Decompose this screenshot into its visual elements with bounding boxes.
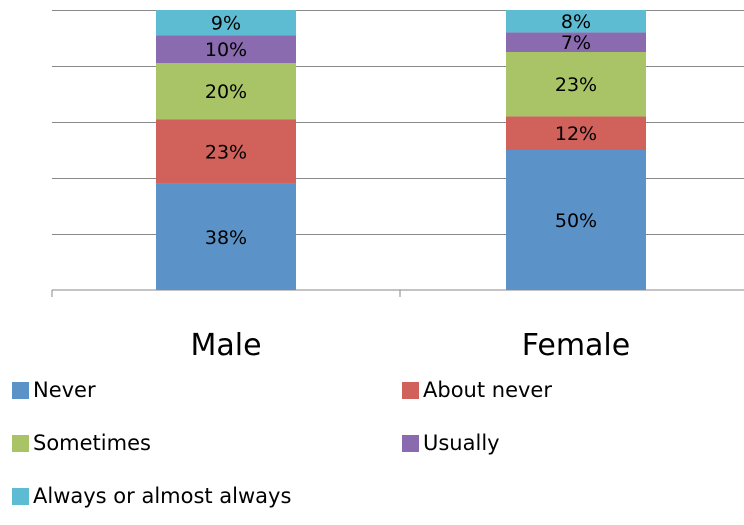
legend-label: Usually <box>423 431 500 455</box>
legend-label: Always or almost always <box>33 484 292 508</box>
legend-label: Never <box>33 378 96 402</box>
data-label: 23% <box>555 74 597 96</box>
legend-item: About never <box>402 378 552 402</box>
legend-swatch <box>402 381 419 399</box>
legend-swatch <box>12 487 29 505</box>
x-tick-label: Female <box>522 328 630 363</box>
bar-segment <box>156 10 296 36</box>
data-label: 10% <box>205 39 247 61</box>
bar-segment <box>156 63 296 120</box>
data-label: 23% <box>205 141 247 163</box>
bar-segment <box>156 35 296 64</box>
legend-item: Never <box>12 378 96 402</box>
legend-label: About never <box>423 378 552 402</box>
bar-segment <box>156 183 296 290</box>
x-axis <box>51 289 744 297</box>
data-label: 12% <box>555 123 597 145</box>
bar-segment <box>506 32 646 52</box>
bar-segment <box>156 119 296 184</box>
bars: 38% 23% 20% 10% 9% 50% 12% 23% 7%8% <box>156 10 646 290</box>
data-label: 9% <box>211 13 241 35</box>
data-label: 38% <box>205 227 247 249</box>
bar-segment <box>506 116 646 150</box>
legend-swatch <box>12 381 29 399</box>
data-label: 20% <box>205 81 247 103</box>
legend-label: Sometimes <box>33 431 151 455</box>
data-label: 50% <box>555 210 597 232</box>
bar-segment <box>506 10 646 33</box>
data-label: 8% <box>561 11 591 33</box>
legend-item: Usually <box>402 431 500 455</box>
legend-item: Sometimes <box>12 431 151 455</box>
legend-swatch <box>12 434 29 452</box>
data-label: 7% <box>561 32 591 54</box>
legend-swatch <box>402 434 419 452</box>
legend-item: Always or almost always <box>12 484 291 508</box>
x-tick-label: Male <box>190 328 261 363</box>
x-tick-labels: Male Female <box>190 328 630 363</box>
bar-segment <box>506 52 646 117</box>
bar-segment <box>506 150 646 290</box>
